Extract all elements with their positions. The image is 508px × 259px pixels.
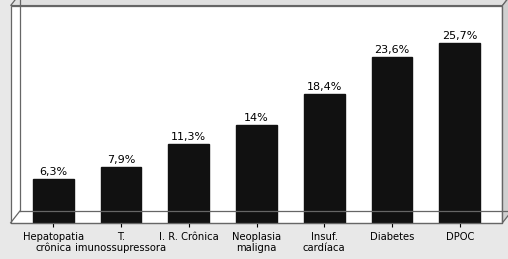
Text: 6,3%: 6,3%	[39, 167, 68, 177]
Text: 18,4%: 18,4%	[307, 82, 342, 92]
Text: 25,7%: 25,7%	[442, 31, 478, 41]
Text: 11,3%: 11,3%	[171, 132, 206, 141]
Bar	[439, 43, 480, 223]
Bar	[33, 179, 74, 223]
Text: 7,9%: 7,9%	[107, 155, 135, 165]
Bar	[304, 94, 344, 223]
Bar	[372, 57, 412, 223]
Bar	[169, 144, 209, 223]
Text: 23,6%: 23,6%	[374, 45, 409, 55]
Bar	[101, 168, 141, 223]
Text: 14%: 14%	[244, 113, 269, 123]
Bar	[236, 125, 277, 223]
